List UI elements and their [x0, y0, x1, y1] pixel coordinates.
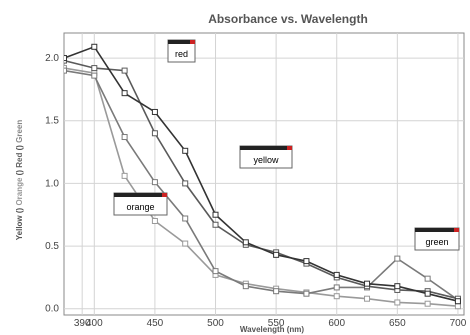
data-point-yellow — [91, 65, 98, 72]
data-point-green — [91, 72, 98, 79]
y-tick-label: 0.0 — [45, 304, 59, 315]
callout-orange: orange — [113, 192, 168, 216]
data-point-yellow — [151, 130, 158, 137]
data-point-orange — [424, 300, 431, 307]
callout-marker — [162, 193, 167, 197]
data-point-orange — [333, 293, 340, 300]
data-point-red — [364, 280, 371, 287]
x-tick-label: 700 — [450, 318, 467, 329]
data-point-green — [31, 59, 36, 64]
data-point-red — [64, 55, 67, 62]
data-point-green — [273, 288, 280, 295]
callout-marker — [454, 228, 459, 232]
callout-label: green — [425, 237, 448, 247]
data-point-green — [182, 215, 189, 222]
series-group — [31, 43, 461, 310]
plot-area — [31, 43, 461, 310]
y-tick-label: 2.0 — [45, 53, 59, 64]
y-axis-label-part: Yellow — [15, 215, 24, 241]
callout-label: yellow — [253, 155, 279, 165]
y-axis-label-part: Green — [15, 120, 24, 145]
data-point-red — [242, 239, 249, 246]
data-point-orange — [182, 240, 189, 247]
x-tick-label: 450 — [147, 318, 164, 329]
x-tick-label: 650 — [389, 318, 406, 329]
data-point-orange — [151, 218, 158, 224]
y-axis-label-part: () — [15, 170, 24, 178]
data-point-green — [333, 284, 340, 291]
data-point-red — [212, 211, 219, 218]
data-point-orange — [121, 172, 128, 179]
data-point-yellow — [31, 62, 36, 67]
data-point-red — [424, 290, 431, 297]
y-tick-label: 1.5 — [45, 116, 59, 127]
data-point-red — [454, 298, 461, 305]
data-point-orange — [364, 295, 371, 302]
x-tick-label: 500 — [207, 318, 224, 329]
callout-bar — [415, 228, 459, 232]
data-point-red — [273, 251, 280, 258]
data-point-green — [151, 179, 158, 186]
y-axis-label: Yellow () Orange () Red () Green — [15, 120, 24, 241]
data-point-green — [64, 67, 67, 74]
data-point-red — [121, 90, 128, 97]
x-tick-label: 400 — [86, 318, 103, 329]
x-tick-label: 390 — [74, 318, 91, 329]
x-axis-label: Wavelength (nm) — [240, 325, 304, 334]
callout-bar — [114, 193, 167, 197]
x-tick-label: 550 — [268, 318, 285, 329]
y-axis-label-part: () — [15, 145, 24, 153]
data-point-orange — [394, 299, 401, 306]
data-point-orange — [454, 303, 461, 310]
data-point-green — [424, 275, 431, 282]
data-point-red — [31, 66, 36, 71]
callout-green: green — [414, 227, 460, 251]
callout-yellow: yellow — [239, 145, 293, 169]
y-axis-label-part: Red — [15, 153, 24, 170]
data-point-red — [182, 147, 189, 154]
data-point-yellow — [121, 67, 128, 74]
data-point-orange — [31, 73, 36, 78]
data-point-red — [151, 108, 158, 115]
callout-label: orange — [126, 202, 154, 212]
y-tick-label: 1.0 — [45, 178, 59, 189]
callout-bar — [168, 40, 195, 44]
data-point-yellow — [182, 180, 189, 187]
callout-marker — [190, 40, 195, 44]
data-point-green — [212, 268, 219, 275]
data-point-red — [303, 258, 310, 265]
callout-bar — [240, 146, 292, 150]
y-axis-ticks: 0.0 0.5 1.0 1.5 2.0 — [45, 53, 59, 315]
callouts: red yellow orange green — [113, 39, 460, 251]
data-point-red — [91, 43, 98, 50]
data-point-red — [394, 283, 401, 290]
data-point-green — [394, 255, 401, 262]
callout-label: red — [175, 49, 188, 59]
data-point-red — [333, 271, 340, 278]
y-axis-label-part: () — [15, 207, 24, 215]
y-axis-label-part: Orange — [15, 177, 24, 208]
x-tick-label: 600 — [328, 318, 345, 329]
grid — [64, 33, 464, 315]
data-point-green — [303, 290, 310, 297]
y-tick-label: 0.5 — [45, 241, 59, 252]
chart-title: Absorbance vs. Wavelength — [208, 12, 368, 26]
data-point-yellow — [212, 221, 219, 228]
data-point-green — [242, 283, 249, 290]
data-point-green — [121, 134, 128, 141]
callout-red: red — [167, 39, 196, 63]
callout-marker — [287, 146, 292, 150]
